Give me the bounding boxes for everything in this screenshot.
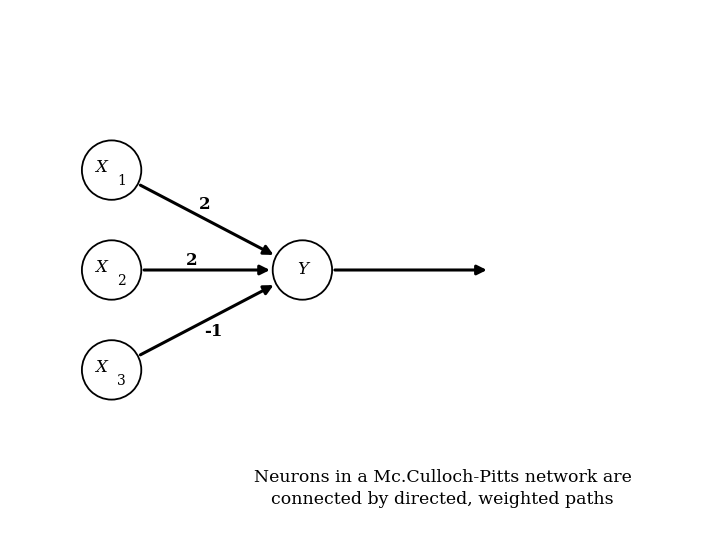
Text: 2: 2 [186, 252, 197, 269]
Text: X: X [96, 259, 107, 276]
Text: -1: -1 [204, 322, 222, 340]
Text: 3: 3 [117, 374, 126, 388]
Ellipse shape [82, 140, 141, 200]
Text: connected by directed, weighted paths: connected by directed, weighted paths [271, 491, 614, 508]
Ellipse shape [273, 240, 332, 300]
Text: X: X [96, 359, 107, 376]
Text: Y: Y [297, 261, 308, 279]
Text: 1: 1 [117, 174, 126, 188]
Ellipse shape [82, 240, 141, 300]
Ellipse shape [82, 340, 141, 400]
Text: Neurons in a Mc.Culloch-Pitts network are: Neurons in a Mc.Culloch-Pitts network ar… [254, 469, 631, 487]
Text: 2: 2 [199, 196, 211, 213]
Text: 2: 2 [117, 274, 126, 288]
Text: X: X [96, 159, 107, 176]
